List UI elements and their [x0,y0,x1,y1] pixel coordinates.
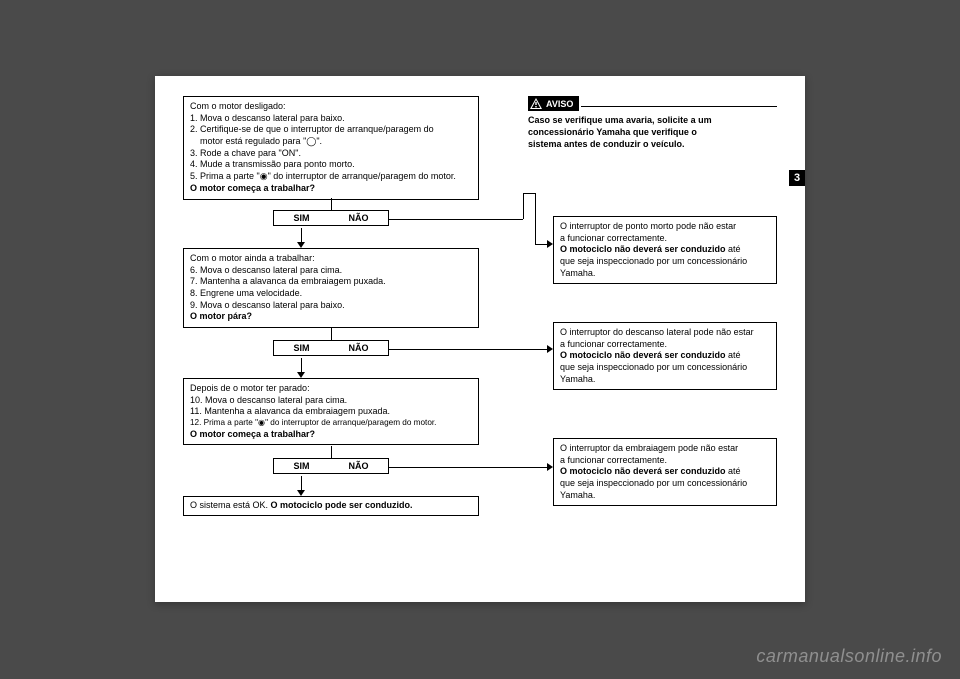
warning-paragraph: Caso se verifique uma avaria, solicite a… [528,114,780,150]
box3-lead: Depois de o motor ter parado: [190,383,472,395]
connector [389,219,523,220]
connector [331,446,332,458]
final-text: O sistema está OK. O motociclo pode ser … [190,500,472,512]
box2-lead: Com o motor ainda a trabalhar: [190,253,472,265]
manual-page: 3 AVISO Caso se verifique uma avaria, so… [155,76,805,602]
box2-question: O motor pára? [190,311,472,323]
connector [389,467,549,468]
warning-triangle-icon [530,98,542,109]
fault-line: O motociclo não deverá ser conduzido até [560,466,770,478]
watermark: carmanualsonline.info [756,646,942,667]
step-box-2: Com o motor ainda a trabalhar: 6. Mova o… [183,248,479,328]
box2-item: 8. Engrene uma velocidade. [190,288,472,300]
connector [523,193,535,194]
final-box: O sistema está OK. O motociclo pode ser … [183,496,479,516]
box2-item: 9. Mova o descanso lateral para baixo. [190,300,472,312]
fault-line: O interruptor da embraiagem pode não est… [560,443,770,455]
fault-line: O motociclo não deverá ser conduzido até [560,350,770,362]
fault-box-1: O interruptor de ponto morto pode não es… [553,216,777,284]
fault-line: O motociclo não deverá ser conduzido até [560,244,770,256]
connector [523,193,524,219]
box3-item: 10. Mova o descanso lateral para cima. [190,395,472,407]
connector [389,349,549,350]
fault-line: que seja inspeccionado por um concession… [560,478,770,490]
box1-item: 3. Rode a chave para "ON". [190,148,472,160]
box1-item: 5. Prima a parte "◉" do interruptor de a… [190,171,472,183]
warning-label: AVISO [546,99,573,109]
page-content: 3 AVISO Caso se verifique uma avaria, so… [155,76,805,602]
connector [331,328,332,340]
fault-line: a funcionar correctamente. [560,455,770,467]
connector [331,198,332,210]
decision-yes: SIM [293,461,309,471]
decision-yes: SIM [293,343,309,353]
decision-3: SIM NÃO [273,458,389,474]
fault-line: que seja inspeccionado por um concession… [560,362,770,374]
fault-line: a funcionar correctamente. [560,233,770,245]
box1-item: 4. Mude a transmissão para ponto morto. [190,159,472,171]
box1-lead: Com o motor desligado: [190,101,472,113]
warning-rule [581,106,777,107]
decision-2: SIM NÃO [273,340,389,356]
fault-line: a funcionar correctamente. [560,339,770,351]
decision-1: SIM NÃO [273,210,389,226]
step-box-3: Depois de o motor ter parado: 10. Mova o… [183,378,479,445]
box1-item: 1. Mova o descanso lateral para baixo. [190,113,472,125]
fault-line: Yamaha. [560,374,770,386]
box2-item: 7. Mantenha a alavanca da embraiagem pux… [190,276,472,288]
box3-item: 11. Mantenha a alavanca da embraiagem pu… [190,406,472,418]
fault-line: Yamaha. [560,268,770,280]
connector [535,193,536,244]
warning-line: Caso se verifique uma avaria, solicite a… [528,114,780,126]
box1-question: O motor começa a trabalhar? [190,183,472,195]
warning-line: sistema antes de conduzir o veículo. [528,138,780,150]
decision-yes: SIM [293,213,309,223]
box3-question: O motor começa a trabalhar? [190,429,472,441]
decision-no: NÃO [348,461,368,471]
fault-line: O interruptor do descanso lateral pode n… [560,327,770,339]
fault-box-2: O interruptor do descanso lateral pode n… [553,322,777,390]
fault-line: O interruptor de ponto morto pode não es… [560,221,770,233]
chapter-tab: 3 [789,170,805,186]
fault-line: que seja inspeccionado por um concession… [560,256,770,268]
box3-item: 12. Prima a parte "◉" do interruptor de … [190,418,472,429]
box2-item: 6. Mova o descanso lateral para cima. [190,265,472,277]
box1-item: motor está regulado para "◯". [190,136,472,148]
decision-no: NÃO [348,343,368,353]
warning-line: concessionário Yamaha que verifique o [528,126,780,138]
warning-badge: AVISO [528,96,579,111]
fault-line: Yamaha. [560,490,770,502]
box1-item: 2. Certifique-se de que o interruptor de… [190,124,472,136]
final-bold: O motociclo pode ser conduzido. [271,500,413,510]
decision-no: NÃO [348,213,368,223]
final-prefix: O sistema está OK. [190,500,271,510]
step-box-1: Com o motor desligado: 1. Mova o descans… [183,96,479,200]
fault-box-3: O interruptor da embraiagem pode não est… [553,438,777,506]
